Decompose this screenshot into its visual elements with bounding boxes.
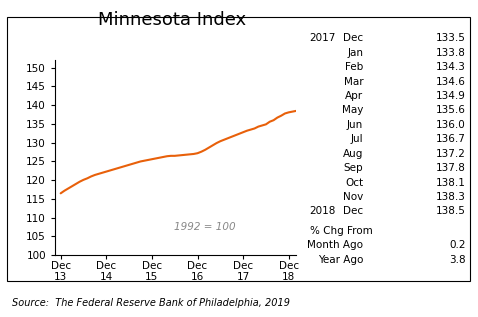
Text: 0.2: 0.2 <box>449 240 466 250</box>
Text: 137.2: 137.2 <box>436 149 466 159</box>
Text: 133.5: 133.5 <box>436 33 466 43</box>
Text: 137.8: 137.8 <box>436 163 466 173</box>
Text: 2018: 2018 <box>310 206 336 217</box>
Text: Jun: Jun <box>347 120 363 130</box>
Text: 138.5: 138.5 <box>436 206 466 217</box>
Text: 133.8: 133.8 <box>436 48 466 58</box>
Text: Source:  The Federal Reserve Bank of Philadelphia, 2019: Source: The Federal Reserve Bank of Phil… <box>12 298 290 308</box>
Text: 2017: 2017 <box>310 33 336 43</box>
Text: Oct: Oct <box>345 178 363 188</box>
Text: Dec: Dec <box>343 33 363 43</box>
Text: Nov: Nov <box>343 192 363 202</box>
Text: Jul: Jul <box>351 134 363 144</box>
Text: Mar: Mar <box>344 77 363 87</box>
Text: Aug: Aug <box>343 149 363 159</box>
Text: 3.8: 3.8 <box>449 255 466 265</box>
Text: Dec: Dec <box>343 206 363 217</box>
Text: % Chg From: % Chg From <box>310 226 372 236</box>
Text: 134.6: 134.6 <box>436 77 466 87</box>
Text: Minnesota Index: Minnesota Index <box>98 11 246 29</box>
Text: Jan: Jan <box>348 48 363 58</box>
Text: Sep: Sep <box>344 163 363 173</box>
Text: Apr: Apr <box>345 91 363 101</box>
Text: May: May <box>342 105 363 115</box>
Text: Year Ago: Year Ago <box>318 255 363 265</box>
Text: 134.9: 134.9 <box>436 91 466 101</box>
Text: 138.3: 138.3 <box>436 192 466 202</box>
Text: 138.1: 138.1 <box>436 178 466 188</box>
Text: 134.3: 134.3 <box>436 62 466 72</box>
Text: 136.0: 136.0 <box>436 120 466 130</box>
Text: 1992 = 100: 1992 = 100 <box>174 222 236 232</box>
Text: Feb: Feb <box>345 62 363 72</box>
Text: 135.6: 135.6 <box>436 105 466 115</box>
Text: 136.7: 136.7 <box>436 134 466 144</box>
Text: Month Ago: Month Ago <box>307 240 363 250</box>
